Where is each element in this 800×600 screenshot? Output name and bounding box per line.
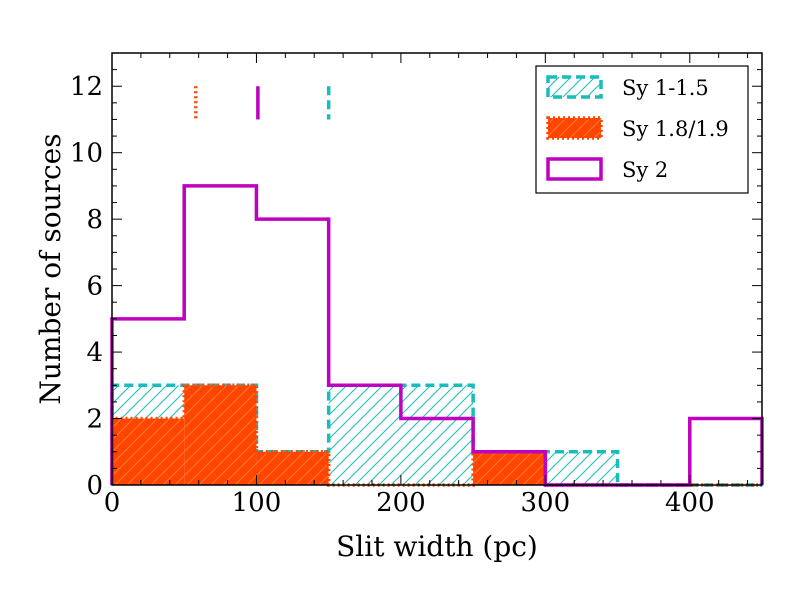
bar [184, 385, 257, 485]
bar [545, 451, 618, 485]
bar [112, 418, 185, 485]
y-axis-label: Number of sources [34, 133, 67, 404]
legend: Sy 1-1.5 Sy 1.8/1.9 Sy 2 [535, 65, 749, 194]
y-tick-label: 2 [86, 405, 103, 435]
plot-frame [111, 52, 763, 486]
y-tick-label: 10 [70, 139, 103, 169]
bar [473, 451, 546, 485]
y-tick-label: 6 [86, 272, 103, 302]
x-tick-label: 300 [521, 488, 571, 518]
y-tick-label: 8 [86, 205, 103, 235]
bars-layer [110, 184, 764, 487]
y-tick-labels: 0 2 4 6 8 10 12 [70, 72, 103, 501]
y-tick-label: 4 [86, 338, 103, 368]
y-tick-label: 12 [70, 72, 103, 102]
legend-swatch-sy2 [546, 157, 603, 181]
x-axis-label: Slit width (pc) [336, 530, 538, 563]
x-tick-label: 0 [104, 488, 121, 518]
bar [400, 385, 474, 485]
x-tick-label: 400 [665, 488, 715, 518]
x-tick-labels: 0 100 200 300 400 [104, 488, 715, 518]
legend-label-sy2: Sy 2 [622, 158, 668, 182]
bar [328, 385, 401, 485]
legend-swatch-sy18 [546, 116, 603, 140]
median-markers [194, 86, 331, 120]
legend-label-sy1: Sy 1-1.5 [622, 76, 709, 100]
legend-swatch-sy1 [546, 75, 603, 99]
legend-label-sy18: Sy 1.8/1.9 [622, 117, 729, 141]
y-tick-label: 0 [86, 471, 103, 501]
x-tick-label: 200 [376, 488, 426, 518]
axis-ticks [111, 52, 762, 486]
x-tick-label: 100 [232, 488, 282, 518]
bar [256, 451, 329, 485]
